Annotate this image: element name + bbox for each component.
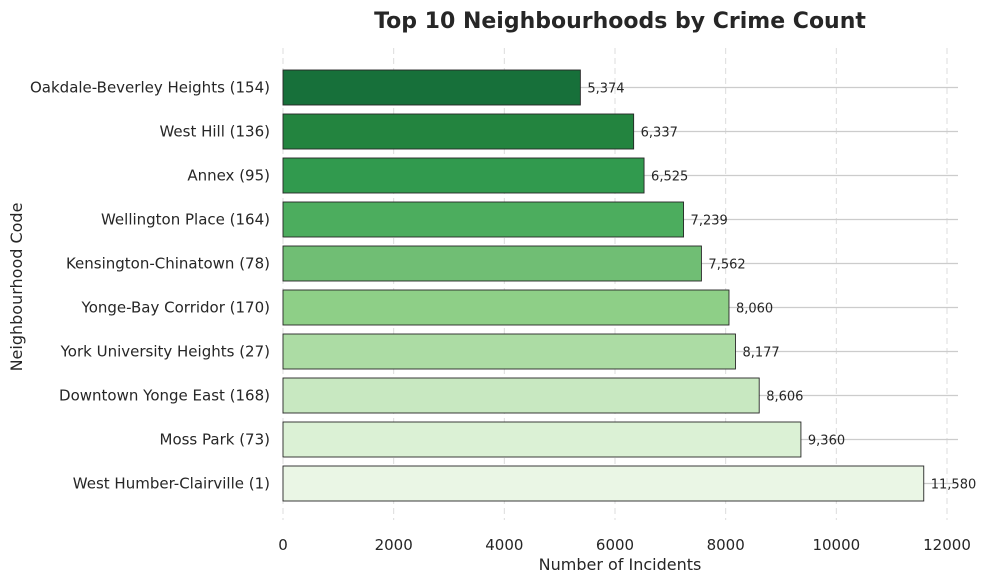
labels-layer: 5,374 6,337 6,525 7,239 7,562 8,060 8,177 8,606… (587, 82, 976, 493)
y-tick-label: Wellington Place (164) (101, 211, 270, 229)
bar (282, 289, 730, 326)
bar-value-label: 6,525 (651, 170, 688, 185)
y-tick-label: Oakdale-Beverley Heights (154) (30, 79, 270, 97)
bars-layer (282, 69, 925, 502)
bar-value-label: 8,177 (742, 346, 779, 361)
x-tick-label: 12000 (923, 536, 971, 554)
bar (282, 333, 736, 370)
x-tick-label: 8000 (707, 536, 745, 554)
bar (282, 421, 802, 458)
y-tick-label: Annex (95) (187, 167, 270, 185)
y-tick-label: Kensington-Chinatown (78) (66, 255, 270, 273)
bar (282, 201, 685, 238)
bar-value-label: 7,239 (691, 214, 728, 229)
y-tick-label: West Hill (136) (159, 123, 270, 141)
y-tick-label: York University Heights (27) (60, 343, 270, 361)
bar (282, 465, 925, 502)
bar (282, 377, 760, 414)
x-tick-label: 10000 (812, 536, 860, 554)
bar (282, 157, 645, 194)
bar-value-label: 9,360 (808, 434, 845, 449)
x-axis-label: Number of Incidents (539, 555, 702, 574)
y-tick-label: Yonge-Bay Corridor (170) (81, 299, 270, 317)
bar (282, 245, 702, 282)
bar-value-label: 6,337 (641, 126, 678, 141)
x-tick-label: 0 (278, 536, 288, 554)
bar-value-label: 8,606 (766, 390, 803, 405)
bar (282, 69, 581, 106)
bar-value-label: 7,562 (708, 258, 745, 273)
x-tick-label: 6000 (596, 536, 634, 554)
bar-value-label: 11,580 (931, 478, 977, 493)
ticks-layer: 0 2000 4000 6000 8000 10000 12000 Oakdale-Bever… (30, 79, 971, 555)
y-tick-label: West Humber-Clairville (1) (73, 475, 270, 493)
y-tick-label: Moss Park (73) (160, 431, 271, 449)
bar-value-label: 8,060 (736, 302, 773, 317)
bar-value-label: 5,374 (587, 82, 624, 97)
y-tick-label: Downtown Yonge East (168) (59, 387, 270, 405)
bar (282, 113, 635, 150)
y-axis-label: Neighbourhood Code (7, 203, 26, 372)
x-tick-label: 4000 (485, 536, 523, 554)
chart-title: Top 10 Neighbourhoods by Crime Count (374, 9, 866, 34)
x-tick-label: 2000 (375, 536, 413, 554)
